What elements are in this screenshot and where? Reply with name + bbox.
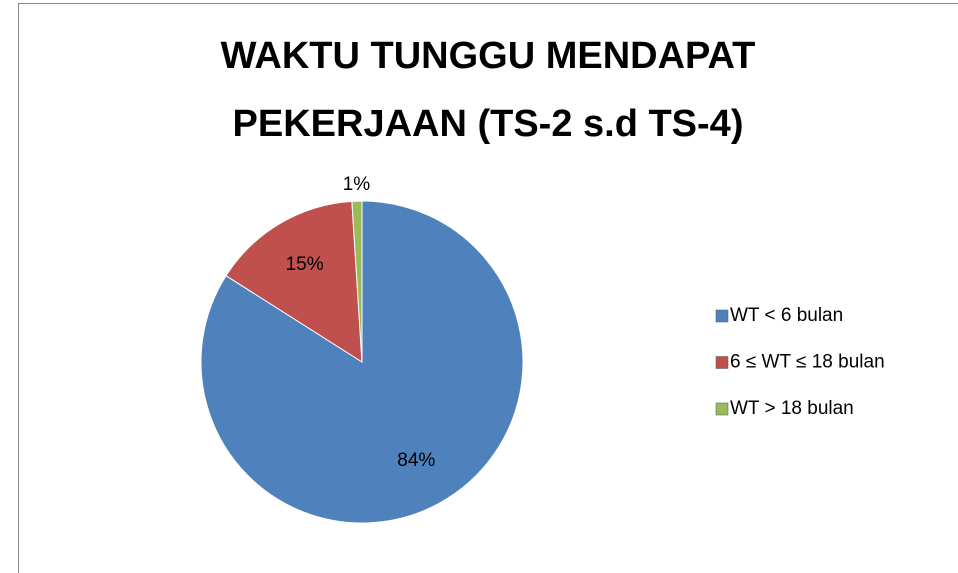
pie-slice [225,200,363,363]
data-label: 84% [397,450,435,471]
legend-label: WT > 18 bulan [730,398,854,419]
legend-label: WT < 6 bulan [730,305,843,326]
data-label: 15% [286,254,324,275]
pie-slice [351,200,363,363]
chart-title: WAKTU TUNGGU MENDAPAT [221,35,756,77]
data-label: 1% [343,174,371,195]
legend-label: 6 ≤ WT ≤ 18 bulan [730,352,885,373]
legend-swatch [715,356,729,369]
chart-title: PEKERJAAN (TS-2 s.d TS-4) [233,103,744,145]
legend-swatch [715,402,729,416]
legend-swatch [715,309,729,323]
